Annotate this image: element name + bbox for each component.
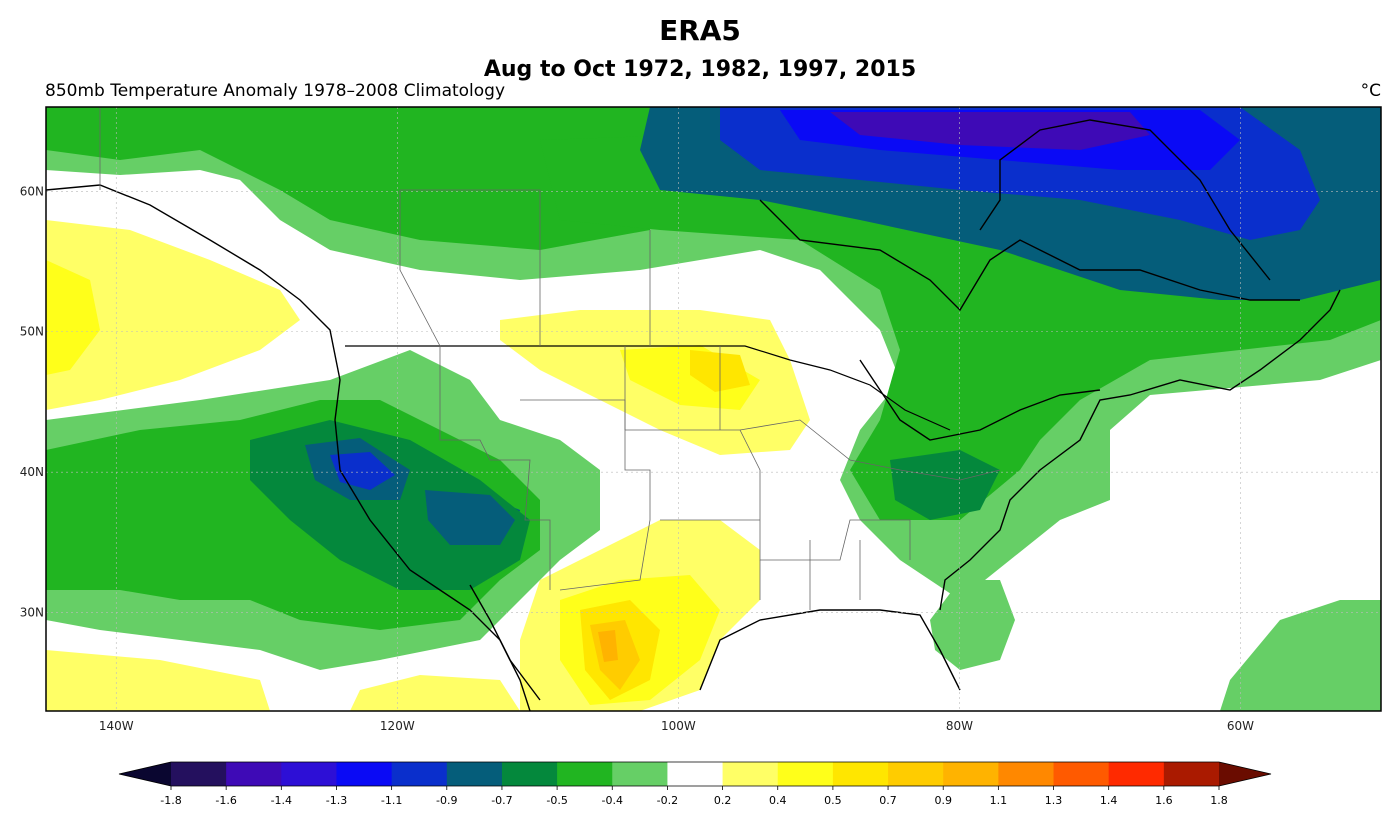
colorbar-label: 0.4 xyxy=(769,794,787,807)
colorbar-bin xyxy=(612,762,668,786)
lon-tick-label: 100W xyxy=(661,719,696,733)
colorbar-label: 0.2 xyxy=(714,794,732,807)
colorbar-label: -1.4 xyxy=(271,794,292,807)
light-green-region xyxy=(1220,600,1381,711)
gridlines xyxy=(46,107,1381,711)
colorbar-label: -0.9 xyxy=(436,794,457,807)
anomaly-field xyxy=(46,107,1381,711)
map-title: ERA5 xyxy=(659,14,741,47)
colorbar-bin xyxy=(1108,762,1165,786)
colorbar-label: -0.4 xyxy=(602,794,623,807)
colorbar-bin xyxy=(446,762,503,786)
lat-tick-label: 50N xyxy=(20,325,44,339)
green-region xyxy=(46,107,650,250)
lon-tick-label: 60W xyxy=(1227,719,1254,733)
colorbar-bin xyxy=(557,762,613,786)
colorbar-bin xyxy=(226,762,282,786)
colorbar-label: -0.5 xyxy=(546,794,567,807)
colorbar-bin xyxy=(722,762,779,786)
colorbar-bin xyxy=(777,762,834,786)
colorbar-bin xyxy=(501,762,558,786)
longitude-ticks: 140W 120W 100W 80W 60W xyxy=(99,719,1254,733)
colorbar-label: -1.6 xyxy=(215,794,236,807)
colorbar-label: 1.1 xyxy=(990,794,1008,807)
lon-tick-label: 120W xyxy=(380,719,415,733)
colorbar-bin xyxy=(888,762,944,786)
colorbar-bin xyxy=(943,762,999,786)
dark-green-region xyxy=(890,450,1000,520)
light-yellow-region xyxy=(350,675,520,711)
colorbar-label: 1.3 xyxy=(1045,794,1063,807)
lat-tick-label: 40N xyxy=(20,465,44,479)
colorbar-extend-low xyxy=(119,762,171,786)
lat-tick-label: 60N xyxy=(20,184,44,198)
colorbar-bin xyxy=(1053,762,1110,786)
map-frame xyxy=(45,106,1382,712)
colorbar-label: 0.5 xyxy=(824,794,842,807)
light-yellow-region xyxy=(46,220,300,410)
variable-title: 850mb Temperature Anomaly 1978–2008 Clim… xyxy=(45,81,506,101)
colorbar-label: -0.7 xyxy=(491,794,512,807)
colorbar-bin xyxy=(171,762,227,786)
units-label: °C xyxy=(1360,81,1381,101)
latitude-ticks: 30N 40N 50N 60N xyxy=(20,184,44,619)
colorbar-bin xyxy=(998,762,1055,786)
colorbar-label: 1.8 xyxy=(1210,794,1228,807)
colorbar-label: 1.4 xyxy=(1100,794,1118,807)
light-yellow-region xyxy=(46,650,270,711)
yellow-region xyxy=(46,260,100,375)
colorbar-extend-high xyxy=(1219,762,1271,786)
map-subtitle: Aug to Oct 1972, 1982, 1997, 2015 xyxy=(483,57,917,82)
colorbar-bin xyxy=(336,762,393,786)
colorbar-label: -1.8 xyxy=(160,794,181,807)
lon-tick-label: 140W xyxy=(99,719,134,733)
colorbar-bin xyxy=(832,762,889,786)
lon-tick-label: 80W xyxy=(946,719,973,733)
orange-region xyxy=(598,630,618,662)
colorbar-label: -0.2 xyxy=(657,794,678,807)
colorbar-label: 1.6 xyxy=(1155,794,1173,807)
colorbar-label: -1.3 xyxy=(326,794,347,807)
coastlines xyxy=(46,107,1341,711)
colorbar-label: -1.1 xyxy=(381,794,402,807)
colorbar-bin xyxy=(391,762,448,786)
light-green-region xyxy=(930,580,1015,670)
colorbar-label: 0.9 xyxy=(934,794,952,807)
violet-region xyxy=(830,112,1150,150)
colorbar-bin xyxy=(281,762,337,786)
colorbar: -1.8 -1.6 -1.4 -1.3 -1.1 -0.9 -0.7 -0.5 -0.4 -0.2… xyxy=(118,761,1272,807)
colorbar-bin xyxy=(667,762,724,786)
lat-tick-label: 30N xyxy=(20,606,44,620)
colorbar-label: 0.7 xyxy=(879,794,897,807)
teal-region xyxy=(425,490,515,545)
colorbar-bin xyxy=(1163,762,1220,786)
